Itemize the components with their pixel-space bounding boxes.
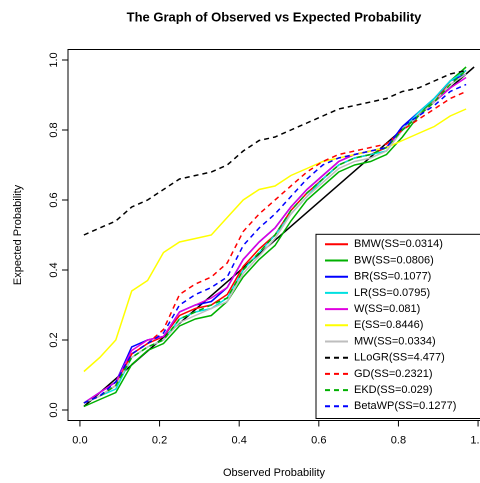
legend-box [315, 233, 480, 419]
x-tick-label: 1.0 [470, 434, 480, 446]
y-tick-label: 1.0 [48, 52, 60, 67]
chart-title: The Graph of Observed vs Expected Probab… [127, 9, 423, 24]
plot-frame [67, 49, 480, 421]
series-line [83, 90, 467, 404]
series-line [83, 69, 467, 404]
x-tick-label: 0.4 [232, 434, 247, 446]
legend-label: BR(SS=0.1077) [354, 271, 431, 283]
series-line [83, 66, 467, 408]
legend-label: W(SS=0.081) [354, 303, 420, 315]
x-tick-label: 0.8 [391, 434, 406, 446]
x-tick-label: 0.0 [72, 434, 87, 446]
y-axis-label: Expected Probability [12, 184, 24, 285]
y-tick-label: 0.6 [48, 192, 60, 207]
legend-label: EKD(SS=0.029) [354, 384, 433, 396]
legend-label: LR(SS=0.0795) [354, 287, 430, 299]
y-tick-label: 0.0 [48, 402, 60, 417]
series-line [83, 108, 467, 373]
legend-label: GD(SS=0.2321) [354, 368, 433, 380]
y-tick-label: 0.2 [48, 332, 60, 347]
series-line [83, 69, 467, 236]
x-axis-label: Observed Probability [223, 467, 326, 479]
legend-label: E(SS=0.8446) [354, 319, 423, 331]
legend-label: BMW(SS=0.0314) [354, 238, 443, 250]
legend-label: BetaWP(SS=0.1277) [354, 400, 456, 412]
legend-label: BW(SS=0.0806) [354, 254, 434, 266]
x-tick-label: 0.2 [152, 434, 167, 446]
plot-area [83, 66, 475, 408]
y-tick-label: 0.8 [48, 122, 60, 137]
legend-label: LLoGR(SS=4.477) [354, 352, 445, 364]
legend-label: MW(SS=0.0334) [354, 335, 436, 347]
x-tick-label: 0.6 [311, 434, 326, 446]
y-tick-label: 0.4 [48, 262, 60, 277]
